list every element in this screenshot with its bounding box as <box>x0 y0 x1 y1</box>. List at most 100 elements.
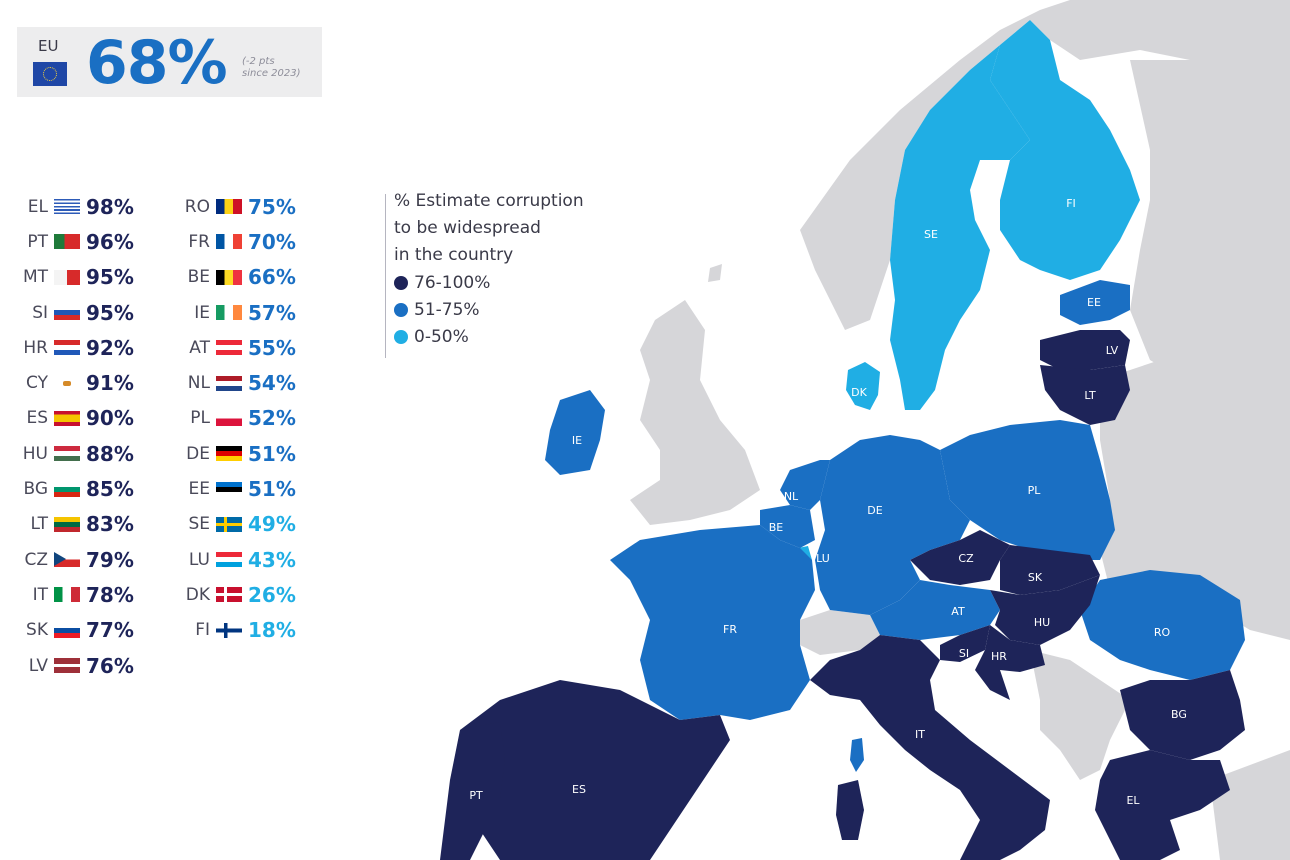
legend-item-label: 51-75% <box>414 299 480 320</box>
eu-summary-box <box>17 27 322 97</box>
sweden-flag-icon <box>216 516 242 532</box>
country-percent: 51% <box>248 477 296 502</box>
country-code: DK <box>185 584 210 605</box>
country-row-lt: LT 83% <box>18 507 133 542</box>
map-label-lt: LT <box>1084 389 1096 402</box>
country-percent: 77% <box>86 618 134 643</box>
map-label-it: IT <box>915 728 925 741</box>
country-code: SK <box>26 620 48 641</box>
austria-flag-icon <box>216 340 242 356</box>
map-legend: % Estimate corruption to be widespread i… <box>394 188 604 350</box>
country-code: ES <box>26 408 48 429</box>
country-percent: 70% <box>248 229 296 254</box>
legend-swatch-icon <box>394 275 408 290</box>
luxembourg-flag-icon <box>216 552 242 568</box>
country-code: FI <box>195 620 210 641</box>
country-row-lv: LV 76% <box>18 648 134 683</box>
country-percent: 57% <box>248 300 296 325</box>
map-label-bg: BG <box>1171 708 1187 721</box>
country-code: FR <box>188 231 210 252</box>
country-percent: 75% <box>248 194 296 219</box>
country-percent: 91% <box>86 371 134 396</box>
italy-flag-icon <box>54 587 80 603</box>
germany-flag-icon <box>216 446 242 462</box>
country-percent: 52% <box>248 406 296 431</box>
ireland-flag-icon <box>216 305 242 321</box>
map-label-hr: HR <box>991 650 1007 663</box>
country-code: HR <box>23 337 48 358</box>
lithuania-flag-icon <box>54 516 80 532</box>
region-es <box>460 680 730 860</box>
country-percent: 66% <box>248 265 296 290</box>
country-row-sk: SK 77% <box>18 613 134 648</box>
country-row-it: IT 78% <box>18 577 134 612</box>
legend-items: 76-100% 51-75% 0-50% <box>394 269 604 350</box>
country-row-dk: DK 26% <box>180 577 296 612</box>
map-label-hu: HU <box>1034 616 1050 629</box>
eu-flag-icon <box>33 62 67 86</box>
country-percent: 88% <box>86 441 134 466</box>
legend-item-label: 0-50% <box>414 326 469 347</box>
greece-flag-icon <box>54 199 80 215</box>
country-row-nl: NL 54% <box>180 365 296 400</box>
region-pl <box>940 420 1115 560</box>
eu-code-label: EU <box>38 37 59 55</box>
country-code: IT <box>32 584 48 605</box>
legend-item: 76-100% <box>394 269 604 296</box>
country-percent: 54% <box>248 371 296 396</box>
map-label-pl: PL <box>1028 484 1042 497</box>
country-percent: 85% <box>86 477 134 502</box>
region-cz <box>910 530 1010 585</box>
region-pt <box>440 722 505 860</box>
map-label-ro: RO <box>1154 626 1171 639</box>
country-percent: 55% <box>248 335 296 360</box>
legend-swatch-icon <box>394 302 408 317</box>
map-label-be: BE <box>769 521 784 534</box>
map-label-nl: NL <box>784 490 799 503</box>
country-code: NL <box>187 373 210 394</box>
country-code: SI <box>32 302 48 323</box>
legend-item-label: 76-100% <box>414 272 491 293</box>
belarus-ukraine <box>1100 360 1290 640</box>
latvia-flag-icon <box>54 658 80 673</box>
country-row-cy: CY 91% <box>18 365 134 400</box>
region-hu <box>990 575 1100 645</box>
iceland-edge <box>708 264 722 282</box>
balkans <box>1030 650 1130 780</box>
estonia-flag-icon <box>216 481 242 497</box>
region-corsica <box>850 738 864 772</box>
map-label-dk: DK <box>851 386 867 399</box>
country-code: LT <box>30 514 48 535</box>
country-percent: 43% <box>248 547 296 572</box>
region-se <box>890 45 1030 410</box>
russia-north <box>1130 60 1290 430</box>
norway <box>800 0 1290 330</box>
country-row-es: ES 90% <box>18 401 133 436</box>
region-bg <box>1120 670 1245 760</box>
portugal-flag-icon <box>54 234 80 250</box>
mid-band-countries <box>545 280 1245 772</box>
country-code: PT <box>27 231 48 252</box>
legend-item: 0-50% <box>394 323 604 350</box>
region-fi <box>990 20 1140 280</box>
country-code: EL <box>27 196 48 217</box>
map-label-si: SI <box>959 647 969 660</box>
region-dk <box>846 362 880 410</box>
map-label-pt: PT <box>469 789 483 802</box>
turkey <box>1210 750 1290 860</box>
region-hr <box>975 625 1045 700</box>
country-row-pl: PL 52% <box>180 401 296 436</box>
hungary-flag-icon <box>54 446 80 462</box>
country-code: AT <box>189 337 210 358</box>
country-list-column-1: EL 98% PT 96% MT 95% SI 95% HR 92% CY 91% ES 90% HU 88%… <box>18 189 134 683</box>
finland-flag-icon <box>216 622 242 638</box>
map-label-lu: LU <box>816 552 830 565</box>
country-row-ie: IE 57% <box>180 295 296 330</box>
map-labels: FI SE EE LV LT DK IE PL DE NL BE LU CZ S… <box>469 197 1187 807</box>
country-percent: 96% <box>86 229 134 254</box>
country-percent: 18% <box>248 618 296 643</box>
country-row-si: SI 95% <box>18 295 134 330</box>
country-row-hr: HR 92% <box>18 330 133 365</box>
country-percent: 98% <box>86 194 134 219</box>
country-percent: 51% <box>248 441 296 466</box>
